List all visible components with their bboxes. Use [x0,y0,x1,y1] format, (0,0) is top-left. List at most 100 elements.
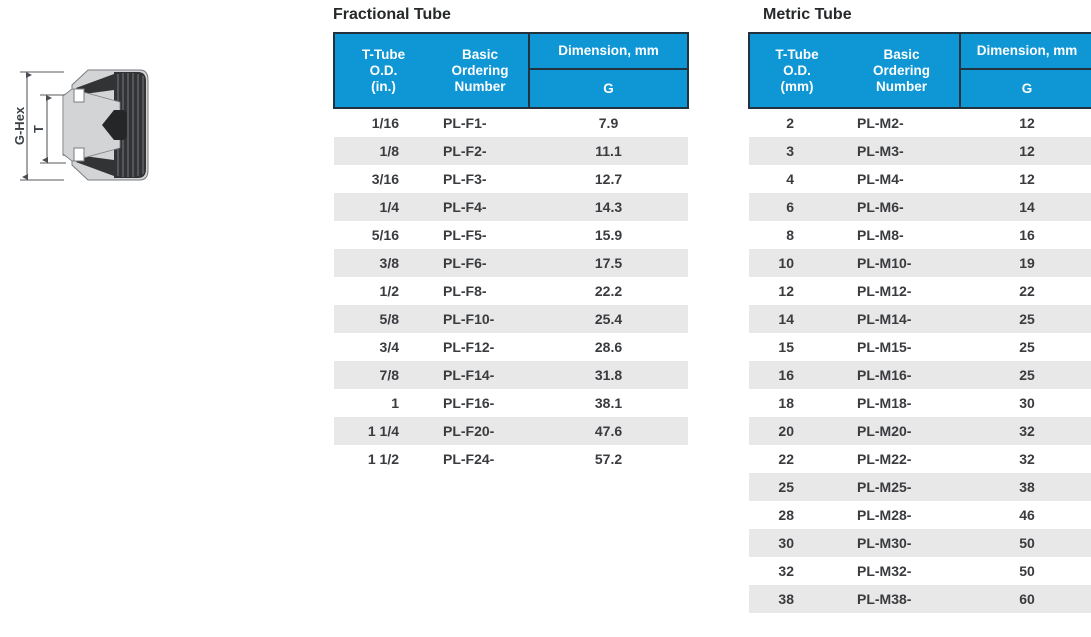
ordering-number-cell: PL-F3- [443,171,487,187]
table-row: 1 PL-F16- 38.1 [334,389,688,417]
dimension-g-cell: 14.3 [594,199,623,215]
metric-tube-table: T-Tube O.D. (mm) Basic Ordering Number D… [748,32,1091,613]
od-cell: 22 [778,451,794,467]
ferrule-tabs [73,88,85,162]
od-cell: 28 [778,507,794,523]
od-cell: 12 [778,283,794,299]
od-cell: 1/8 [379,143,399,159]
od-cell: 6 [786,199,794,215]
table-row: 30 PL-M30- 50 [749,529,1091,557]
ordering-number-cell: PL-M12- [857,283,912,299]
ordering-number-cell: PL-F8- [443,283,487,299]
dimension-g-cell: 25.4 [594,311,623,327]
ordering-number-cell: PL-M8- [857,227,904,243]
table-row: 16 PL-M16- 25 [749,361,1091,389]
g-column-header: G [959,69,1091,108]
od-cell: 18 [778,395,794,411]
od-cell: 1/4 [379,199,399,215]
od-cell: 3/16 [371,171,399,187]
dimension-g-cell: 50 [1019,563,1035,579]
table-row: 32 PL-M32- 50 [749,557,1091,585]
dimension-g-cell: 46 [1019,507,1035,523]
dimension-g-cell: 50 [1019,535,1035,551]
dimension-g-cell: 25 [1019,339,1035,355]
ordering-number-cell: PL-F20- [443,423,495,439]
od-column-header: T-Tube O.D. (in.) [334,33,432,108]
thread-wedge-bottom [76,156,114,176]
g-column-header: G [528,69,688,108]
od-cell: 4 [786,171,794,187]
dimension-g-cell: 25 [1019,311,1035,327]
od-cell: 30 [778,535,794,551]
ordering-number-cell: PL-F16- [443,395,495,411]
ordering-number-cell: PL-M6- [857,199,904,215]
od-cell: 1 1/2 [367,451,399,467]
ordering-number-cell: PL-F12- [443,339,495,355]
table-row: 3/16 PL-F3- 12.7 [334,165,688,193]
dimension-g-cell: 31.8 [594,367,623,383]
od-cell: 3 [786,143,794,159]
dimension-g-cell: 12 [1019,143,1035,159]
ordering-number-cell: PL-M10- [857,255,912,271]
ordering-number-cell: PL-F24- [443,451,495,467]
dimension-g-cell: 17.5 [594,255,623,271]
ordering-number-cell: PL-M32- [857,563,912,579]
plug-cone [102,110,127,140]
metric-tube-title: Metric Tube [763,6,852,23]
table-row: 15 PL-M15- 25 [749,333,1091,361]
dimension-g-cell: 32 [1019,451,1035,467]
od-cell: 8 [786,227,794,243]
table-row: 3/4 PL-F12- 28.6 [334,333,688,361]
od-cell: 15 [778,339,794,355]
od-cell: 5/8 [379,311,399,327]
dimension-column-header: Dimension, mm [528,33,688,70]
ordering-number-column-header: Basic Ordering Number [844,33,960,108]
od-cell: 1 1/4 [367,423,399,439]
table-row: 5/8 PL-F10- 25.4 [334,305,688,333]
ordering-number-cell: PL-F4- [443,199,487,215]
od-cell: 7/8 [379,367,399,383]
dimension-g-cell: 60 [1019,591,1035,607]
dimension-g-cell: 19 [1019,255,1035,271]
ordering-number-cell: PL-F6- [443,255,487,271]
fractional-tube-title: Fractional Tube [333,6,451,23]
table-row: 7/8 PL-F14- 31.8 [334,361,688,389]
dimension-g-cell: 38.1 [594,395,623,411]
metric-tube-section: Metric Tube T-Tube O.D. (mm) Basic Order… [748,6,1091,613]
ordering-number-column-header: Basic Ordering Number [432,33,529,108]
table-row: 4 PL-M4- 12 [749,165,1091,193]
table-row: 3/8 PL-F6- 17.5 [334,249,688,277]
fractional-table-header: T-Tube O.D. (in.) Basic Ordering Number … [334,33,688,108]
ordering-number-cell: PL-M22- [857,451,912,467]
cavity-section [62,88,121,162]
ordering-number-cell: PL-M2- [857,115,904,131]
ordering-number-cell: PL-F2- [443,143,487,159]
table-row: 2 PL-M2- 12 [749,108,1091,137]
od-cell: 10 [778,255,794,271]
od-cell: 1/16 [371,115,399,131]
table-row: 10 PL-M10- 19 [749,249,1091,277]
table-row: 1 1/2 PL-F24- 57.2 [334,445,688,473]
dimension-column-header: Dimension, mm [959,33,1091,70]
od-cell: 1/2 [379,283,399,299]
ordering-number-cell: PL-F14- [443,367,495,383]
od-cell: 14 [778,311,794,327]
fitting-cross-section-diagram: G-Hex T [14,69,149,181]
od-cell: 3/4 [379,339,399,355]
od-cell: 2 [786,115,794,131]
ordering-number-cell: PL-M18- [857,395,912,411]
od-cell: 38 [778,591,794,607]
ordering-number-cell: PL-M30- [857,535,912,551]
ordering-number-cell: PL-F1- [443,115,487,131]
ordering-number-cell: PL-M20- [857,423,912,439]
dimension-g-cell: 22 [1019,283,1035,299]
od-cell: 20 [778,423,794,439]
ordering-number-cell: PL-M25- [857,479,912,495]
table-row: 38 PL-M38- 60 [749,585,1091,613]
dimension-g-cell: 25 [1019,367,1035,383]
table-row: 25 PL-M25- 38 [749,473,1091,501]
table-row: 1 1/4 PL-F20- 47.6 [334,417,688,445]
ordering-number-cell: PL-M15- [857,339,912,355]
thread-wedge-top [76,74,114,94]
dimension-g-cell: 11.1 [595,143,622,159]
